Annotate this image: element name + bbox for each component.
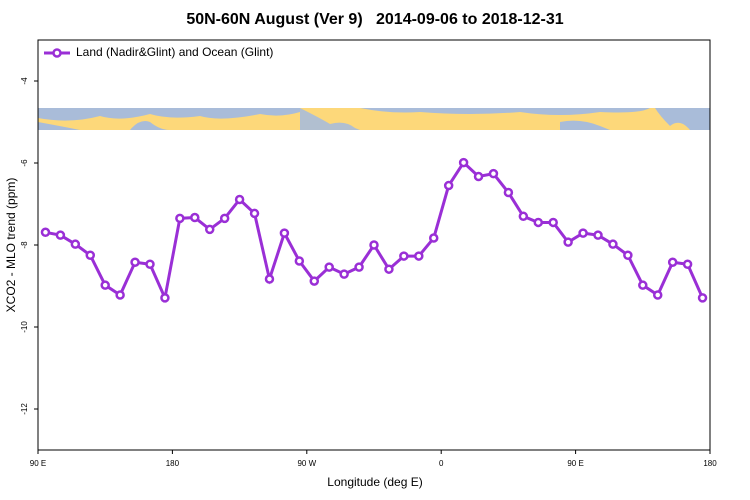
data-point bbox=[608, 239, 618, 249]
x-tick-label: 180 bbox=[166, 459, 180, 468]
y-tick-label: -4 bbox=[20, 77, 29, 85]
legend-label: Land (Nadir&Glint) and Ocean (Glint) bbox=[76, 45, 273, 59]
data-point bbox=[638, 280, 648, 290]
data-point bbox=[652, 290, 663, 300]
y-tick-label: -8 bbox=[20, 241, 29, 249]
data-point bbox=[503, 187, 514, 198]
x-tick-label: 90 E bbox=[30, 459, 46, 468]
data-point bbox=[294, 256, 305, 266]
x-axis-label: Longitude (deg E) bbox=[327, 475, 422, 489]
data-point bbox=[354, 262, 364, 272]
series-line bbox=[45, 160, 704, 303]
data-point bbox=[414, 251, 424, 261]
x-tick-label: 180 bbox=[703, 459, 717, 468]
data-point bbox=[145, 259, 155, 270]
x-tick-label: 90 E bbox=[567, 459, 583, 468]
x-tick-label: 0 bbox=[439, 459, 444, 468]
data-point bbox=[115, 290, 125, 300]
y-tick-label: -6 bbox=[20, 159, 29, 167]
data-point bbox=[518, 211, 529, 222]
data-point bbox=[309, 276, 320, 286]
data-point bbox=[593, 230, 603, 240]
data-point bbox=[175, 213, 185, 224]
data-point bbox=[369, 240, 379, 250]
map-strip bbox=[38, 108, 710, 130]
data-point bbox=[563, 237, 573, 247]
chart-title: 50N-60N August (Ver 9) 2014-09-06 to 201… bbox=[186, 11, 563, 28]
data-point bbox=[190, 212, 200, 223]
data-point bbox=[55, 230, 66, 240]
data-point bbox=[204, 224, 215, 235]
data-point bbox=[623, 250, 633, 260]
data-point bbox=[667, 257, 678, 267]
data-point bbox=[697, 293, 708, 303]
data-point bbox=[473, 171, 484, 182]
data-point bbox=[264, 274, 275, 284]
data-point bbox=[85, 250, 96, 260]
data-point bbox=[578, 228, 588, 238]
data-point bbox=[384, 264, 394, 274]
data-point bbox=[443, 180, 454, 191]
data-point bbox=[249, 208, 260, 219]
data-point bbox=[533, 217, 544, 228]
y-tick-label: -10 bbox=[20, 321, 29, 333]
data-point bbox=[458, 157, 469, 168]
data-point bbox=[324, 262, 334, 272]
data-point bbox=[160, 293, 170, 303]
legend-marker bbox=[52, 48, 62, 58]
data-point bbox=[548, 217, 558, 228]
data-point bbox=[219, 213, 230, 224]
data-point bbox=[279, 228, 290, 238]
data-point bbox=[40, 227, 51, 238]
data-point bbox=[130, 257, 140, 267]
data-point bbox=[488, 168, 499, 179]
x-tick-label: 90 W bbox=[297, 459, 316, 468]
data-point bbox=[682, 259, 693, 270]
data-point bbox=[428, 233, 439, 243]
y-tick-label: -12 bbox=[20, 403, 29, 415]
data-point bbox=[234, 194, 245, 205]
data-point bbox=[100, 280, 110, 290]
y-axis-label: XCO2 - MLO trend (ppm) bbox=[4, 178, 18, 313]
data-point bbox=[70, 239, 81, 249]
data-point bbox=[399, 251, 409, 261]
data-point bbox=[339, 269, 349, 279]
